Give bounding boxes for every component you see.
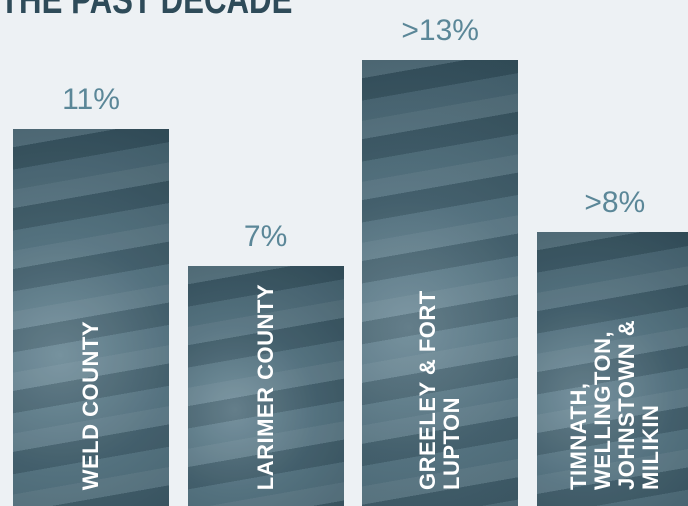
bar: LARIMER COUNTY [187, 265, 344, 506]
bar: WELD COUNTY [13, 128, 169, 506]
bar: TIMNATH, WELLINGTON, JOHNSTOWN & MILIKIN [536, 231, 688, 506]
value-label: >8% [584, 185, 646, 219]
value-label: 7% [243, 219, 288, 253]
value-label: >13% [401, 14, 479, 47]
category-label: GREELEY & FORT LUPTON [415, 290, 465, 490]
category-label: TIMNATH, WELLINGTON, JOHNSTOWN & MILIKIN [565, 319, 663, 490]
value-label: 11% [62, 82, 120, 116]
title: THE PAST DECADE [0, 0, 293, 22]
category-label: LARIMER COUNTY [252, 283, 278, 490]
bar: GREELEY & FORT LUPTON [362, 60, 519, 506]
category-label: WELD COUNTY [78, 320, 103, 490]
